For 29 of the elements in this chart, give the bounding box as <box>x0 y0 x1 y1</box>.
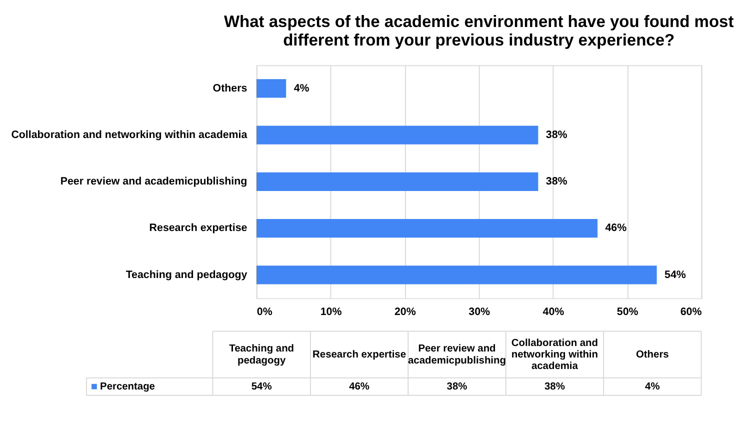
y-tick-label: Peer review and academicpublishing <box>60 176 248 188</box>
y-tick-label: Collaboration and networking within academia <box>11 128 248 141</box>
x-tick-label: 50% <box>616 306 639 318</box>
text: 46% <box>349 382 370 392</box>
data-label: 38% <box>546 176 568 188</box>
legend-label: Percentage <box>100 382 156 392</box>
category-label: Peer review and academicpublishing <box>408 344 506 366</box>
data-label: 46% <box>605 222 628 234</box>
text: 4% <box>645 382 660 392</box>
text: 54% <box>251 382 272 392</box>
text: 38% <box>446 382 468 392</box>
x-tick-label: 40% <box>542 306 565 318</box>
text: 38% <box>544 382 565 392</box>
y-tick-label: Teaching and pedagogy <box>126 268 248 281</box>
category-label: Others <box>636 349 669 360</box>
x-tick-label: 10% <box>320 306 342 318</box>
x-tick-label: 30% <box>468 306 491 318</box>
chart-title: What aspects of the academic environment have you found most different from your previous industry experience? <box>224 13 734 50</box>
x-tick-label: 0% <box>256 306 273 318</box>
y-tick-label: Others <box>212 82 248 94</box>
data-label: 4% <box>294 82 310 94</box>
category-label: Research expertise <box>312 349 406 360</box>
category-label: Teaching and pedagogy <box>229 344 294 366</box>
x-tick-label: 20% <box>394 306 416 318</box>
data-label: 38% <box>546 128 568 141</box>
data-label: 54% <box>664 268 686 281</box>
category-label: Collaboration and networking within academia <box>511 338 598 372</box>
y-tick-label: Research expertise <box>149 222 248 234</box>
x-tick-label: 60% <box>680 306 702 318</box>
